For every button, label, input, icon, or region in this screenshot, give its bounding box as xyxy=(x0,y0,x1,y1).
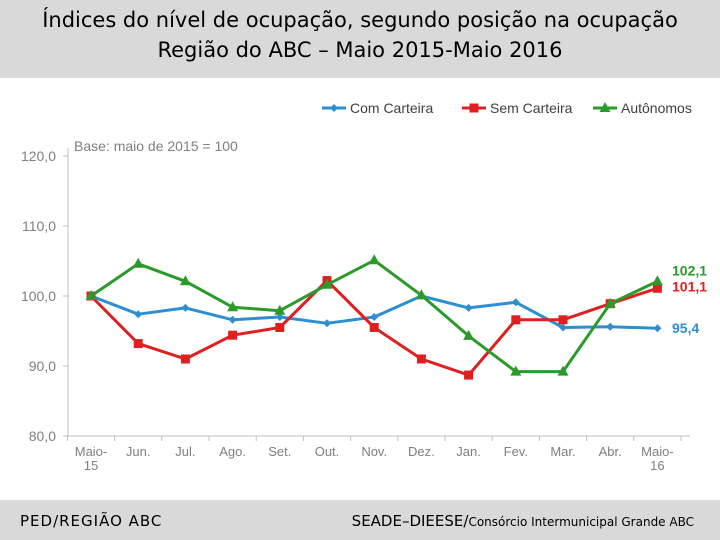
end-value-label: 101,1 xyxy=(672,278,707,294)
x-tick-label: Jul. xyxy=(175,444,195,459)
data-point xyxy=(181,303,190,312)
legend-label: Sem Carteira xyxy=(490,100,573,116)
data-point xyxy=(652,283,662,293)
series-aut-nomos xyxy=(85,254,663,376)
data-point xyxy=(510,365,522,376)
legend-label: Autônomos xyxy=(621,100,692,116)
end-value-label: 95,4 xyxy=(672,320,699,336)
data-point xyxy=(227,301,239,312)
x-tick-label: Dez. xyxy=(408,444,435,459)
y-tick-label: 120,0 xyxy=(21,148,56,164)
legend-label: Com Carteira xyxy=(350,100,433,116)
x-tick-label: 16 xyxy=(650,458,664,473)
data-point xyxy=(651,275,663,286)
data-point xyxy=(179,275,191,286)
data-point xyxy=(606,322,615,331)
data-point xyxy=(274,304,286,315)
x-tick-label: Ago. xyxy=(219,444,246,459)
line-chart: Com Carteira Sem Carteira Autônomos Base: … xyxy=(21,100,707,473)
data-point xyxy=(604,297,616,308)
data-point xyxy=(464,303,473,312)
x-tick-label: Set. xyxy=(268,444,291,459)
footer-source-main: SEADE–DIEESE/ xyxy=(351,512,469,530)
data-point xyxy=(557,365,569,376)
data-point xyxy=(558,315,568,325)
footer-source-left: PED/REGIÃO ABC xyxy=(20,512,163,530)
data-point xyxy=(228,330,238,340)
legend-marker xyxy=(330,104,338,112)
x-tick-label: Fev. xyxy=(504,444,528,459)
data-point xyxy=(134,310,143,319)
y-tick-label: 90,0 xyxy=(29,358,56,374)
data-point xyxy=(368,254,380,265)
data-point xyxy=(463,329,475,340)
data-point xyxy=(369,323,379,332)
title-banner: Índices do nível de ocupação, segundo po… xyxy=(0,0,720,78)
data-point xyxy=(180,354,190,364)
data-point xyxy=(416,354,426,364)
chart-title-line1: Índices do nível de ocupação, segundo po… xyxy=(42,8,678,32)
data-point xyxy=(323,319,331,328)
base-note: Base: maio de 2015 = 100 xyxy=(74,138,238,154)
data-point xyxy=(275,313,284,321)
legend-marker xyxy=(599,102,611,112)
x-tick-label: Maio- xyxy=(641,444,674,459)
x-tick-label: Jan. xyxy=(456,444,481,459)
data-point xyxy=(511,315,521,325)
data-point xyxy=(653,324,662,333)
x-tick-label: Nov. xyxy=(361,444,387,459)
footer-source-consortium: Consórcio Intermunicipal Grande ABC xyxy=(468,515,694,529)
footer-banner: PED/REGIÃO ABC SEADE–DIEESE/Consórcio In… xyxy=(0,500,720,540)
data-point xyxy=(559,323,567,332)
data-point xyxy=(370,313,379,321)
data-point xyxy=(511,298,520,307)
data-point xyxy=(275,323,285,332)
end-value-label: 102,1 xyxy=(672,262,707,278)
footer-source-right: SEADE–DIEESE/Consórcio Intermunicipal Gr… xyxy=(352,512,694,530)
data-point xyxy=(415,289,427,300)
data-point xyxy=(133,339,143,349)
x-tick-label: Maio- xyxy=(75,444,108,459)
data-point xyxy=(464,370,474,380)
x-tick-label: Abr. xyxy=(599,444,622,459)
x-tick-label: Jun. xyxy=(126,444,151,459)
x-tick-label: 15 xyxy=(84,458,98,473)
chart-legend: Com Carteira Sem Carteira Autônomos xyxy=(322,100,692,116)
x-tick-label: Mar. xyxy=(550,444,575,459)
data-point xyxy=(228,315,237,324)
x-tick-label: Out. xyxy=(315,444,340,459)
y-tick-label: 80,0 xyxy=(29,428,56,444)
y-tick-label: 110,0 xyxy=(22,218,56,234)
legend-marker xyxy=(469,103,479,113)
data-point xyxy=(321,278,333,289)
chart-title-line2: Região do ABC – Maio 2015-Maio 2016 xyxy=(157,38,563,62)
y-tick-label: 100,0 xyxy=(21,288,56,304)
data-point xyxy=(132,257,144,268)
data-point xyxy=(85,290,97,300)
